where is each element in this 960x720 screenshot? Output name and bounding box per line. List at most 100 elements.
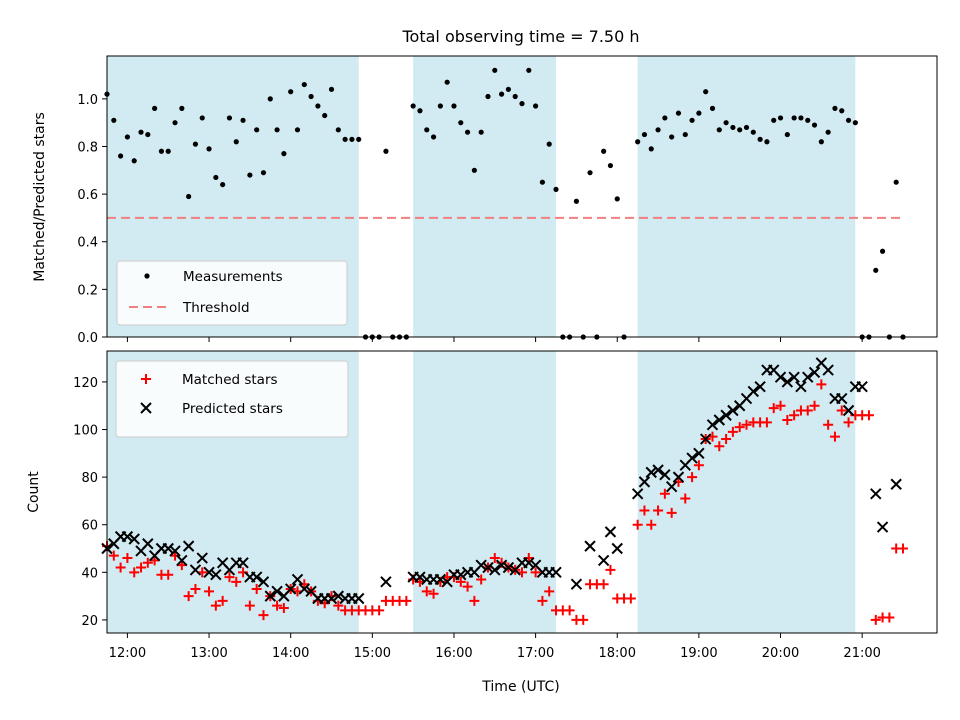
x-tick-label: 13:00: [190, 646, 227, 661]
data-point: [121, 530, 134, 543]
y-tick-label: 0.8: [77, 140, 98, 155]
data-point: [546, 141, 552, 147]
data-point: [632, 519, 643, 530]
data-point: [294, 127, 301, 133]
data-point: [492, 67, 498, 73]
x-axis-label: Time (UTC): [481, 679, 559, 695]
data-point: [523, 557, 535, 569]
data-point: [607, 162, 614, 169]
data-point: [210, 568, 222, 581]
data-point: [124, 134, 131, 140]
data-point: [298, 583, 311, 595]
data-point: [530, 567, 541, 578]
data-point: [843, 417, 854, 428]
y-tick-label: 40: [81, 566, 98, 581]
data-point: [322, 112, 328, 119]
data-point: [271, 585, 283, 598]
data-point: [333, 600, 344, 611]
data-point: [210, 600, 221, 611]
data-point: [713, 414, 726, 426]
legend: Measurements Threshold: [116, 260, 348, 326]
data-point: [471, 167, 477, 173]
data-point: [176, 554, 188, 567]
data-point: [489, 564, 501, 576]
x-tick-label: 21:00: [843, 646, 880, 661]
data-point: [138, 129, 144, 135]
data-point: [822, 364, 834, 376]
data-point: [478, 129, 484, 135]
data-point: [213, 174, 219, 181]
x-tick-label: 20:00: [762, 646, 799, 661]
data-point: [578, 614, 589, 625]
data-point: [251, 583, 262, 594]
data-point: [224, 572, 235, 583]
data-point: [145, 131, 151, 138]
data-point: [489, 553, 500, 564]
series-predicted-stars: [101, 357, 902, 605]
data-point: [244, 600, 255, 611]
data-point: [598, 579, 609, 590]
data-point: [176, 560, 187, 571]
data-point: [625, 593, 636, 604]
data-point: [870, 614, 881, 625]
data-point: [750, 129, 756, 135]
data-point: [879, 248, 886, 254]
data-point: [136, 562, 147, 573]
data-point: [553, 186, 559, 192]
legend: Matched stars Predicted stars: [115, 360, 349, 438]
data-point: [845, 117, 852, 123]
ratio-panel: 0.0 0.2 0.4 0.6 0.8 1.0 Measurements Threshold: [77, 55, 938, 346]
legend-label: Measurements: [183, 269, 283, 285]
data-point: [240, 117, 246, 123]
data-point: [495, 559, 508, 571]
data-point: [129, 567, 140, 578]
x-tick-label: 15:00: [354, 646, 391, 661]
y-tick-label: 100: [73, 424, 98, 439]
count-panel: 20 40 60 80 100 120 12:00 13:00 14:00 15:00 16:00 1…: [73, 350, 938, 661]
data-point: [611, 542, 623, 555]
data-point: [876, 521, 889, 533]
data-point: [267, 96, 273, 102]
data-point: [832, 105, 838, 111]
data-point: [597, 554, 610, 567]
data-point: [257, 576, 270, 588]
data-point: [512, 93, 518, 100]
data-point: [818, 139, 824, 145]
data-point: [356, 136, 362, 142]
data-point: [281, 151, 287, 157]
data-point: [659, 488, 670, 499]
plot-frame: [106, 55, 938, 338]
legend-box: [115, 360, 349, 438]
data-point: [204, 586, 215, 597]
y-tick-label: 0.2: [77, 283, 98, 298]
y-tick-label: 0.6: [77, 188, 98, 203]
data-point: [519, 101, 525, 107]
data-point: [727, 404, 739, 417]
legend-marker-predicted: [140, 402, 152, 414]
data-point: [226, 115, 233, 121]
data-point: [754, 380, 766, 393]
data-point: [734, 422, 745, 433]
data-point: [669, 134, 675, 140]
data-point: [709, 105, 716, 111]
data-point: [111, 117, 117, 123]
data-point: [823, 419, 834, 430]
data-point: [401, 595, 412, 606]
data-point: [587, 170, 593, 176]
x-tick-label: 16:00: [435, 646, 472, 661]
data-point: [430, 134, 437, 140]
data-point: [811, 122, 818, 128]
y-tick-label: 0.0: [77, 331, 98, 346]
data-point: [498, 91, 505, 97]
data-point: [716, 127, 722, 133]
data-point: [856, 380, 868, 393]
data-point: [325, 592, 338, 605]
data-point: [444, 79, 450, 85]
data-point: [421, 586, 432, 597]
data-point: [757, 136, 763, 142]
data-point: [284, 583, 297, 595]
data-point: [720, 409, 732, 421]
data-point: [539, 179, 546, 185]
data-point: [272, 600, 283, 611]
legend-marker-measurements: [144, 273, 150, 279]
